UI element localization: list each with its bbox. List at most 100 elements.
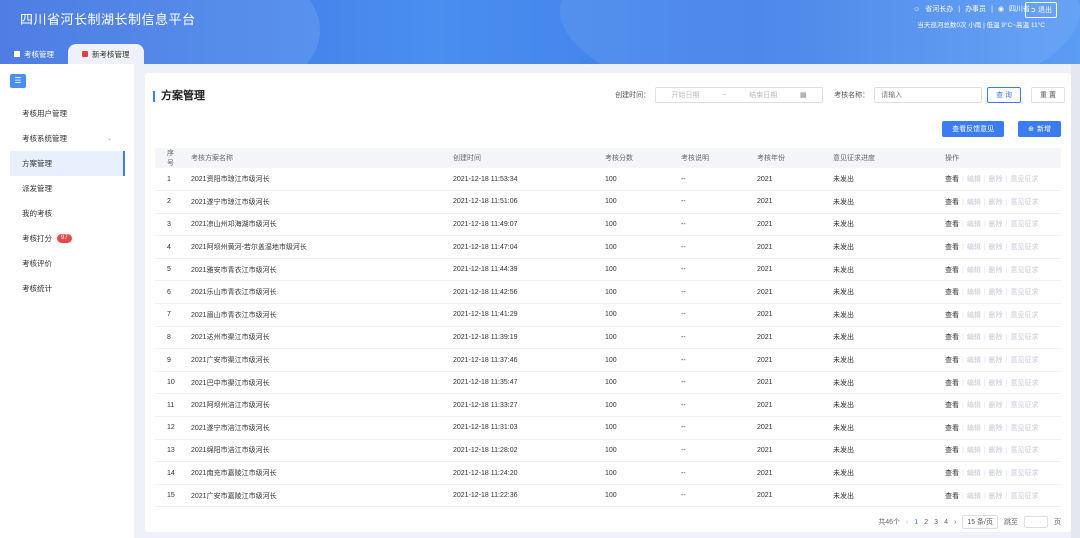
row-actions: 查看 | 编辑 | 删除 | 意见征求 bbox=[933, 280, 1061, 305]
edit-link[interactable]: 编辑 bbox=[966, 379, 981, 387]
solicit-link[interactable]: 意见征求 bbox=[1010, 379, 1039, 387]
edit-link[interactable]: 编辑 bbox=[966, 176, 981, 184]
sidebar-item-my-assessment[interactable]: 我的考核 bbox=[22, 209, 52, 218]
solicit-link[interactable]: 意见征求 bbox=[1010, 470, 1039, 478]
solicit-link[interactable]: 意见征求 bbox=[1010, 424, 1039, 432]
solicit-link[interactable]: 意见征求 bbox=[1010, 289, 1039, 297]
next-page-button[interactable]: › bbox=[953, 518, 957, 526]
delete-link[interactable]: 删除 bbox=[988, 379, 1003, 387]
solicit-link[interactable]: 意见征求 bbox=[1010, 334, 1039, 342]
date-range-picker[interactable]: 开始日期 ~ 结束日期 ▦ bbox=[655, 87, 824, 103]
user-name[interactable]: 省河长办 bbox=[925, 6, 954, 13]
table-cell: 100 bbox=[593, 235, 669, 259]
view-link[interactable]: 查看 bbox=[945, 424, 959, 432]
sidebar-item-plan-mgmt[interactable]: 方案管理 bbox=[10, 151, 125, 176]
delete-link[interactable]: 删除 bbox=[988, 357, 1003, 365]
page-1[interactable]: 1 bbox=[914, 518, 919, 526]
view-link[interactable]: 查看 bbox=[945, 492, 959, 500]
delete-link[interactable]: 删除 bbox=[988, 311, 1003, 319]
edit-link[interactable]: 编辑 bbox=[966, 492, 981, 500]
edit-link[interactable]: 编辑 bbox=[966, 266, 981, 274]
menu-toggle-button[interactable]: ☰ bbox=[10, 74, 26, 88]
edit-link[interactable]: 编辑 bbox=[966, 289, 981, 297]
reset-button[interactable]: 重 置 bbox=[1031, 87, 1065, 103]
scrollbar[interactable] bbox=[1071, 64, 1080, 538]
logout-button[interactable]: ➲ 退出 bbox=[1025, 2, 1057, 18]
table-cell: 2021阿坝州黄河-若尔盖湿地市级河长 bbox=[179, 235, 441, 259]
edit-link[interactable]: 编辑 bbox=[966, 334, 981, 342]
doc-icon bbox=[14, 51, 20, 57]
edit-link[interactable]: 编辑 bbox=[966, 470, 981, 478]
sidebar-item-statistics[interactable]: 考核统计 bbox=[22, 284, 52, 293]
view-link[interactable]: 查看 bbox=[945, 357, 959, 365]
delete-link[interactable]: 删除 bbox=[988, 424, 1003, 432]
solicit-link[interactable]: 意见征求 bbox=[1010, 492, 1039, 500]
view-link[interactable]: 查看 bbox=[945, 266, 959, 274]
view-link[interactable]: 查看 bbox=[945, 379, 959, 387]
view-link[interactable]: 查看 bbox=[945, 311, 959, 319]
view-link[interactable]: 查看 bbox=[945, 198, 959, 206]
view-feedback-button[interactable]: 查看反馈意见 bbox=[942, 121, 1005, 137]
delete-link[interactable]: 删除 bbox=[988, 470, 1003, 478]
page-3[interactable]: 3 bbox=[934, 518, 939, 526]
edit-link[interactable]: 编辑 bbox=[966, 447, 981, 455]
tab-assessment[interactable]: 考核管理 bbox=[0, 44, 68, 64]
solicit-link[interactable]: 意见征求 bbox=[1010, 447, 1039, 455]
solicit-link[interactable]: 意见征求 bbox=[1010, 357, 1039, 365]
location-icon: ◉ bbox=[997, 6, 1004, 13]
edit-link[interactable]: 编辑 bbox=[966, 221, 981, 229]
delete-link[interactable]: 删除 bbox=[988, 198, 1003, 206]
delete-link[interactable]: 删除 bbox=[988, 266, 1003, 274]
edit-link[interactable]: 编辑 bbox=[966, 424, 981, 432]
edit-link[interactable]: 编辑 bbox=[966, 311, 981, 319]
view-link[interactable]: 查看 bbox=[945, 176, 959, 184]
delete-link[interactable]: 删除 bbox=[988, 402, 1003, 410]
sidebar-item-scoring[interactable]: 考核打分 97 bbox=[0, 226, 134, 251]
edit-link[interactable]: 编辑 bbox=[966, 198, 981, 206]
view-link[interactable]: 查看 bbox=[945, 244, 959, 252]
page-2[interactable]: 2 bbox=[924, 518, 929, 526]
solicit-link[interactable]: 意见征求 bbox=[1010, 198, 1039, 206]
column-header: 考核年份 bbox=[745, 148, 821, 168]
view-link[interactable]: 查看 bbox=[945, 289, 959, 297]
delete-link[interactable]: 删除 bbox=[988, 447, 1003, 455]
page-size-select[interactable]: 15 条/页 bbox=[962, 515, 998, 529]
table-cell: 未发出 bbox=[821, 303, 933, 327]
page-4[interactable]: 4 bbox=[944, 518, 948, 526]
table-cell: -- bbox=[669, 213, 745, 237]
solicit-link[interactable]: 意见征求 bbox=[1010, 176, 1039, 184]
delete-link[interactable]: 删除 bbox=[988, 492, 1003, 500]
query-button[interactable]: 查 询 bbox=[987, 87, 1022, 103]
solicit-link[interactable]: 意见征求 bbox=[1010, 311, 1039, 319]
delete-link[interactable]: 删除 bbox=[988, 176, 1003, 184]
prev-page-button[interactable]: ‹ bbox=[906, 518, 909, 526]
sidebar-item-evaluation[interactable]: 考核评价 bbox=[22, 259, 52, 268]
view-link[interactable]: 查看 bbox=[945, 221, 959, 229]
delete-link[interactable]: 删除 bbox=[988, 334, 1003, 342]
solicit-link[interactable]: 意见征求 bbox=[1010, 244, 1039, 252]
add-button[interactable]: ⊕ 新增 bbox=[1018, 121, 1061, 137]
solicit-link[interactable]: 意见征求 bbox=[1010, 221, 1039, 229]
sidebar-item-user-mgmt[interactable]: 考核用户管理 bbox=[22, 109, 67, 118]
view-link[interactable]: 查看 bbox=[945, 447, 959, 455]
table-cell: -- bbox=[669, 348, 745, 372]
solicit-link[interactable]: 意见征求 bbox=[1010, 402, 1039, 410]
view-link[interactable]: 查看 bbox=[945, 470, 959, 478]
sidebar-item-system-mgmt[interactable]: 考核系统管理 ⌄ bbox=[22, 134, 112, 143]
jump-page-input[interactable] bbox=[1024, 516, 1048, 528]
delete-link[interactable]: 删除 bbox=[988, 289, 1003, 297]
view-link[interactable]: 查看 bbox=[945, 402, 959, 410]
delete-link[interactable]: 删除 bbox=[988, 221, 1003, 229]
view-link[interactable]: 查看 bbox=[945, 334, 959, 342]
solicit-link[interactable]: 意见征求 bbox=[1010, 266, 1039, 274]
table-cell: 2021-12-18 11:22:36 bbox=[441, 484, 593, 508]
table-cell: -- bbox=[669, 326, 745, 350]
name-search-input[interactable] bbox=[874, 87, 983, 103]
column-header: 考核方案名称 bbox=[179, 148, 441, 168]
edit-link[interactable]: 编辑 bbox=[966, 357, 981, 365]
edit-link[interactable]: 编辑 bbox=[966, 244, 981, 252]
sidebar-item-dispatch[interactable]: 派发管理 bbox=[22, 184, 52, 193]
edit-link[interactable]: 编辑 bbox=[966, 402, 981, 410]
tab-new-assessment[interactable]: 新考核管理 bbox=[68, 44, 144, 64]
delete-link[interactable]: 删除 bbox=[988, 244, 1003, 252]
